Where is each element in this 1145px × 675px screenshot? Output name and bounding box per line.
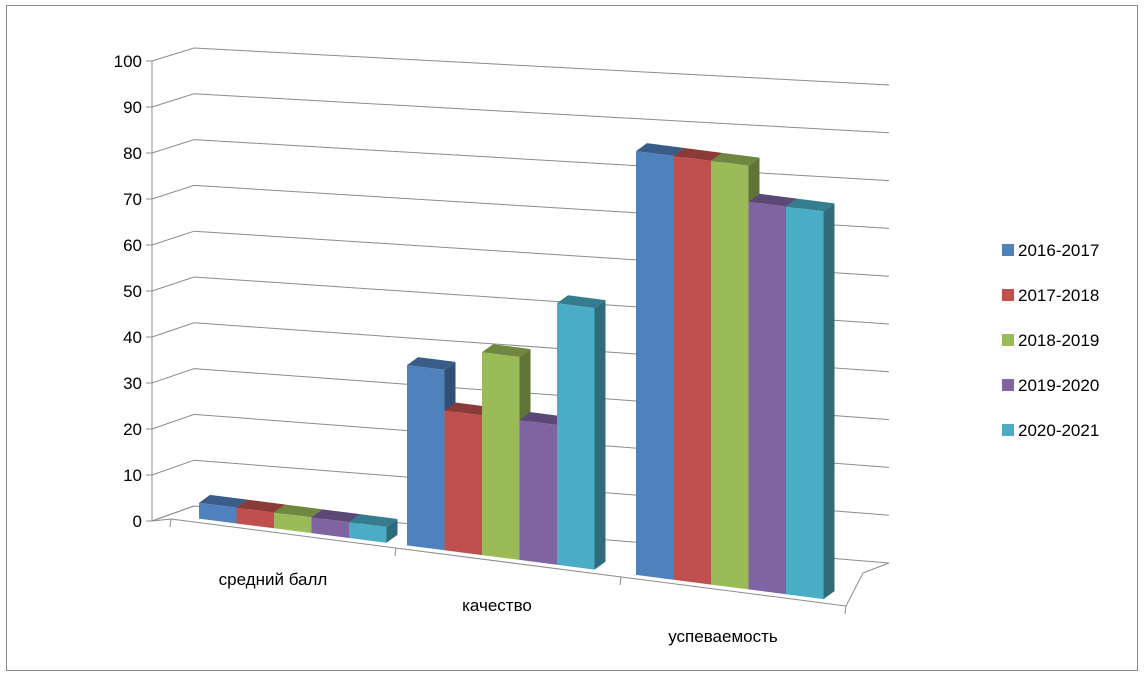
x-tick-mark bbox=[169, 518, 172, 528]
category-labels: средний балл качество успеваемость bbox=[219, 570, 778, 646]
legend: 2016-2017 2017-2018 2018-2019 2019-2020 2020… bbox=[1002, 241, 1099, 440]
bar-front bbox=[519, 420, 557, 565]
legend-item: 2020-2021 bbox=[1002, 421, 1099, 440]
bar-top bbox=[444, 402, 493, 416]
y-tick-label: 40 bbox=[123, 328, 142, 347]
x-tick-mark bbox=[844, 605, 847, 615]
legend-item: 2018-2019 bbox=[1002, 331, 1099, 350]
bar-front bbox=[349, 522, 387, 543]
legend-swatch bbox=[1002, 424, 1014, 436]
legend-swatch bbox=[1002, 244, 1014, 256]
bar-front bbox=[557, 303, 595, 570]
bar-top bbox=[199, 494, 248, 508]
y-tick-label: 100 bbox=[114, 52, 142, 71]
category-label: качество bbox=[462, 596, 532, 615]
gridline bbox=[151, 139, 890, 182]
bar-top bbox=[673, 148, 722, 161]
bar-front bbox=[236, 507, 274, 529]
legend-label: 2019-2020 bbox=[1018, 376, 1099, 395]
bar bbox=[557, 295, 606, 570]
category-label: успеваемость bbox=[668, 627, 778, 646]
bar-side bbox=[386, 518, 398, 543]
bar-front bbox=[199, 502, 237, 524]
y-tick-label: 20 bbox=[123, 420, 142, 439]
legend-label: 2018-2019 bbox=[1018, 331, 1099, 350]
bar-side bbox=[594, 300, 606, 570]
bar-front bbox=[311, 517, 349, 538]
legend-label: 2016-2017 bbox=[1018, 241, 1099, 260]
bar-top bbox=[311, 509, 360, 523]
legend-item: 2019-2020 bbox=[1002, 376, 1099, 395]
y-tick-label: 0 bbox=[133, 512, 142, 531]
bar-top bbox=[636, 143, 685, 157]
gridlines bbox=[151, 47, 890, 564]
bar-front bbox=[407, 365, 445, 551]
bar-front bbox=[636, 151, 674, 580]
legend-label: 2017-2018 bbox=[1018, 286, 1099, 305]
category-label: средний балл bbox=[219, 570, 328, 589]
bar-top bbox=[274, 504, 323, 518]
bar-front bbox=[673, 156, 711, 585]
legend-swatch bbox=[1002, 289, 1014, 301]
bar-top bbox=[519, 412, 568, 426]
gridline bbox=[151, 47, 890, 86]
bar-front bbox=[786, 206, 824, 600]
bar-top bbox=[349, 514, 398, 527]
bar-side bbox=[823, 203, 835, 600]
legend-swatch bbox=[1002, 379, 1014, 391]
gridline bbox=[151, 93, 890, 134]
y-tick-label: 10 bbox=[123, 466, 142, 485]
bar-front bbox=[274, 512, 312, 534]
y-tick-labels: 0 10 20 30 40 50 60 70 80 90 100 bbox=[114, 52, 142, 531]
chart-container: 0 10 20 30 40 50 60 70 80 90 100 средний балл качес… bbox=[6, 5, 1138, 671]
legend-item: 2017-2018 bbox=[1002, 286, 1099, 305]
bar bbox=[786, 198, 835, 600]
y-tick-label: 90 bbox=[123, 98, 142, 117]
bar bbox=[349, 514, 398, 543]
floor-left-edge bbox=[151, 505, 195, 522]
axes bbox=[146, 60, 890, 615]
y-tick-label: 50 bbox=[123, 282, 142, 301]
bar-top bbox=[236, 499, 285, 513]
bar-top bbox=[482, 344, 531, 358]
bar-front bbox=[748, 201, 786, 595]
x-tick-mark bbox=[619, 576, 622, 586]
bar-top bbox=[407, 357, 456, 370]
bar-front bbox=[444, 410, 482, 556]
legend-label: 2020-2021 bbox=[1018, 421, 1099, 440]
y-tick-label: 70 bbox=[123, 190, 142, 209]
y-tick-label: 60 bbox=[123, 236, 142, 255]
bar-front bbox=[711, 160, 749, 590]
bar-top bbox=[711, 152, 760, 166]
legend-swatch bbox=[1002, 334, 1014, 346]
y-tick-label: 30 bbox=[123, 374, 142, 393]
bar-front bbox=[482, 352, 520, 560]
legend-item: 2016-2017 bbox=[1002, 241, 1099, 260]
x-tick-mark bbox=[394, 547, 397, 557]
bar-top bbox=[557, 295, 606, 309]
y-tick-label: 80 bbox=[123, 144, 142, 163]
bar-top bbox=[786, 198, 835, 212]
bar-top bbox=[748, 193, 797, 207]
bars bbox=[199, 143, 835, 600]
